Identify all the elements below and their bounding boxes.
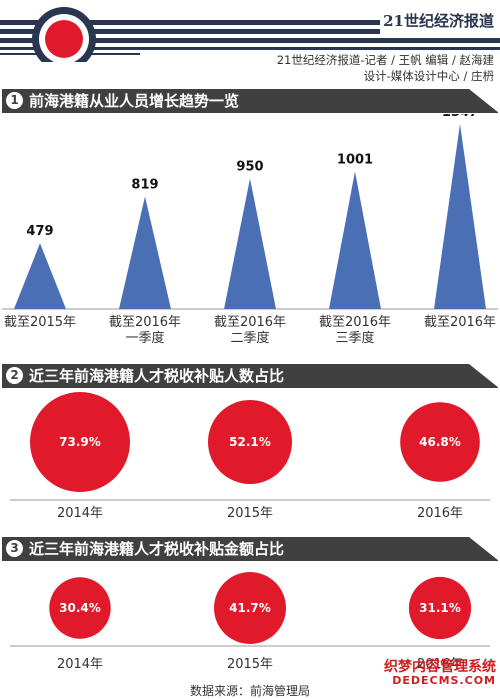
value-circle <box>408 576 472 640</box>
value-circle <box>214 572 286 644</box>
brand-title: 21世纪经济报道 <box>383 12 494 30</box>
category-label: 三季度 <box>335 330 374 346</box>
credit-line-2: 设计-媒体设计中心 / 庄枬 <box>363 69 494 83</box>
header-graphic <box>0 7 500 62</box>
pie-chart-headcount: 73.9% 2014年 52.1% 2015年 46.8% 2016年 <box>10 392 490 521</box>
value-label: 1347 <box>442 114 478 120</box>
data-source: 数据来源：前海管理局 <box>189 684 310 698</box>
category-label: 截至2016年 <box>109 315 181 330</box>
value-label: 41.7% <box>229 601 271 615</box>
value-circle <box>400 402 480 482</box>
section-number-2: 2 <box>6 367 23 384</box>
category-label: 2016年 <box>417 506 463 521</box>
value-label: 46.8% <box>419 435 461 449</box>
section-bar-2: 2 近三年前海港籍人才税收补贴人数占比 <box>2 364 499 388</box>
section-bar-1: 1 前海港籍从业人员增长趋势一览 <box>2 89 499 113</box>
section-title-1: 前海港籍从业人员增长趋势一览 <box>29 92 240 110</box>
section-number-1: 1 <box>6 92 23 109</box>
value-label: 30.4% <box>59 601 101 615</box>
value-label: 31.1% <box>419 601 461 615</box>
category-label: 2015年 <box>227 657 273 672</box>
category-label: 2014年 <box>57 657 103 672</box>
triangle-bar <box>119 196 171 309</box>
value-circle <box>49 577 111 639</box>
triangle-bar <box>329 171 381 309</box>
triangle-bar-chart: 479截至2015年819截至2016年一季度950截至2016年二季度1001… <box>2 114 498 346</box>
logo-center <box>45 20 83 58</box>
value-label: 52.1% <box>229 435 271 449</box>
watermark-line-2: DEDECMS.COM <box>392 673 496 687</box>
category-label: 二季度 <box>230 330 269 346</box>
section-title-2: 近三年前海港籍人才税收补贴人数占比 <box>29 367 285 385</box>
category-label: 截至2016年 <box>319 315 391 330</box>
category-label: 截至2016年 <box>424 315 496 330</box>
value-label: 73.9% <box>59 435 101 449</box>
category-label: 截至2016年 <box>214 315 286 330</box>
category-label: 截至2015年 <box>4 315 76 330</box>
value-label: 819 <box>131 178 158 193</box>
value-label: 950 <box>236 160 263 175</box>
triangle-bar <box>14 243 66 309</box>
section-bar-3: 3 近三年前海港籍人才税收补贴金额占比 <box>2 537 499 561</box>
section-title-3: 近三年前海港籍人才税收补贴金额占比 <box>29 540 285 558</box>
section-number-3: 3 <box>6 540 23 557</box>
triangle-bar <box>224 178 276 309</box>
watermark-line-1: 织梦内容管理系统 <box>384 659 496 675</box>
triangle-bar <box>434 124 486 309</box>
watermark: 织梦内容管理系统 DEDECMS.COM <box>384 660 496 686</box>
value-circle <box>208 400 292 484</box>
category-label: 2014年 <box>57 506 103 521</box>
value-label: 1001 <box>337 153 373 168</box>
category-label: 2016年 <box>417 657 463 672</box>
credit-line-1: 21世纪经济报道-记者 / 王帆 编辑 / 赵海建 <box>276 53 494 67</box>
value-circle <box>30 392 130 492</box>
value-label: 479 <box>26 224 53 239</box>
pie-chart-amount: 30.4% 2014年 41.7% 2015年 31.1% 2016年 <box>10 572 490 672</box>
category-label: 一季度 <box>125 330 164 346</box>
category-label: 2015年 <box>227 506 273 521</box>
